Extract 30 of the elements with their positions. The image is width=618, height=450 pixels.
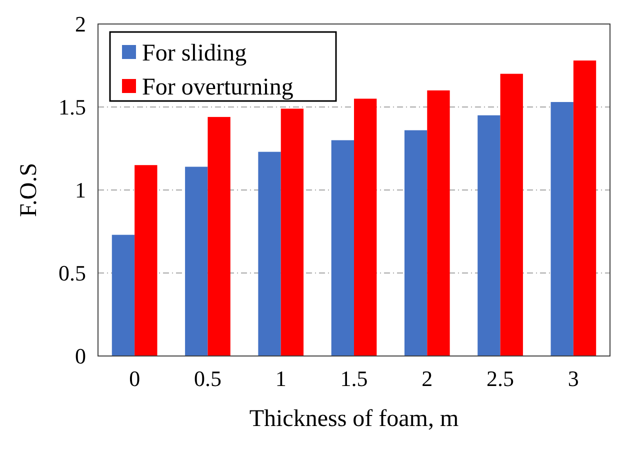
x-axis-title: Thickness of foam, m [249,406,459,432]
x-tick-label: 0.5 [194,366,222,391]
legend-label: For overturning [142,74,294,100]
bar [331,140,354,356]
bar [354,98,377,356]
legend-label: For sliding [142,40,247,66]
y-tick-label: 0 [75,344,86,369]
bar [500,74,523,356]
bar [404,130,428,356]
y-tick-label: 0.5 [58,260,86,286]
x-tick-label: 2 [422,366,433,391]
y-tick-label: 1.5 [58,94,86,120]
bar [427,90,450,356]
x-tick-label: 0 [129,366,140,391]
x-tick-label: 1.5 [340,366,368,391]
x-tick-label: 1 [275,366,286,391]
y-axis-title: F.O.S [16,162,42,218]
bar [550,102,574,356]
bar [112,234,135,356]
bar [185,166,208,356]
bar [258,152,281,356]
y-tick-label: 2 [75,12,86,37]
bar [134,165,158,356]
y-tick-label: 1 [75,178,86,203]
x-tick-label: 2.5 [486,366,514,391]
x-tick-label: 3 [568,366,579,391]
bar [208,116,230,356]
bar [280,108,304,356]
bar [573,60,596,356]
bar [478,115,500,356]
